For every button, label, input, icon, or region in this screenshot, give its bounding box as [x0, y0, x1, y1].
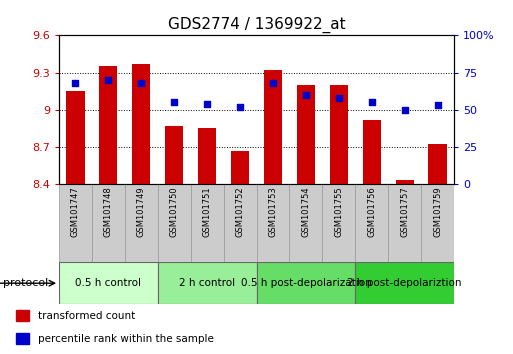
Bar	[231, 151, 249, 184]
Text: GSM101750: GSM101750	[170, 187, 179, 237]
Text: 0.5 h post-depolarization: 0.5 h post-depolarization	[241, 278, 371, 288]
Bar	[224, 184, 256, 262]
Text: GSM101755: GSM101755	[334, 187, 343, 237]
Text: 2 h control: 2 h control	[179, 278, 235, 288]
Bar	[125, 184, 158, 262]
Text: GSM101756: GSM101756	[367, 187, 376, 237]
Bar	[165, 126, 183, 184]
Bar	[66, 91, 85, 184]
Point	[137, 80, 145, 86]
Bar	[158, 262, 256, 304]
Point	[236, 104, 244, 110]
Point	[203, 101, 211, 107]
Bar	[421, 184, 454, 262]
Bar	[59, 262, 158, 304]
Text: GSM101747: GSM101747	[71, 187, 80, 237]
Bar	[198, 129, 216, 184]
Point	[71, 80, 80, 86]
Bar	[100, 67, 117, 184]
Bar	[256, 262, 355, 304]
Title: GDS2774 / 1369922_at: GDS2774 / 1369922_at	[168, 16, 345, 33]
Bar	[59, 184, 92, 262]
Bar	[16, 310, 29, 321]
Text: 2 h post-depolariztion: 2 h post-depolariztion	[347, 278, 462, 288]
Text: transformed count: transformed count	[38, 311, 135, 321]
Point	[368, 99, 376, 105]
Bar	[363, 120, 381, 184]
Bar	[322, 184, 355, 262]
Bar	[256, 184, 289, 262]
Bar	[330, 85, 348, 184]
Point	[433, 102, 442, 108]
Point	[269, 80, 277, 86]
Bar	[388, 184, 421, 262]
Bar	[191, 184, 224, 262]
Text: GSM101759: GSM101759	[433, 187, 442, 237]
Bar	[355, 184, 388, 262]
Bar	[355, 262, 454, 304]
Bar	[158, 184, 191, 262]
Point	[302, 92, 310, 98]
Text: GSM101751: GSM101751	[203, 187, 212, 237]
Text: 0.5 h control: 0.5 h control	[75, 278, 142, 288]
Text: GSM101748: GSM101748	[104, 187, 113, 237]
Bar	[289, 184, 322, 262]
Text: GSM101749: GSM101749	[137, 187, 146, 237]
Text: GSM101754: GSM101754	[301, 187, 310, 237]
Text: GSM101752: GSM101752	[235, 187, 245, 237]
Bar	[297, 85, 315, 184]
Text: GSM101757: GSM101757	[400, 187, 409, 237]
Point	[334, 95, 343, 101]
Point	[170, 99, 179, 105]
Point	[104, 77, 112, 83]
Bar	[132, 64, 150, 184]
Text: percentile rank within the sample: percentile rank within the sample	[38, 334, 214, 344]
Text: protocol: protocol	[3, 278, 48, 288]
Bar	[428, 144, 447, 184]
Bar	[396, 181, 413, 184]
Text: GSM101753: GSM101753	[268, 187, 278, 237]
Bar	[264, 70, 282, 184]
Bar	[16, 333, 29, 344]
Point	[401, 107, 409, 113]
Bar	[92, 184, 125, 262]
